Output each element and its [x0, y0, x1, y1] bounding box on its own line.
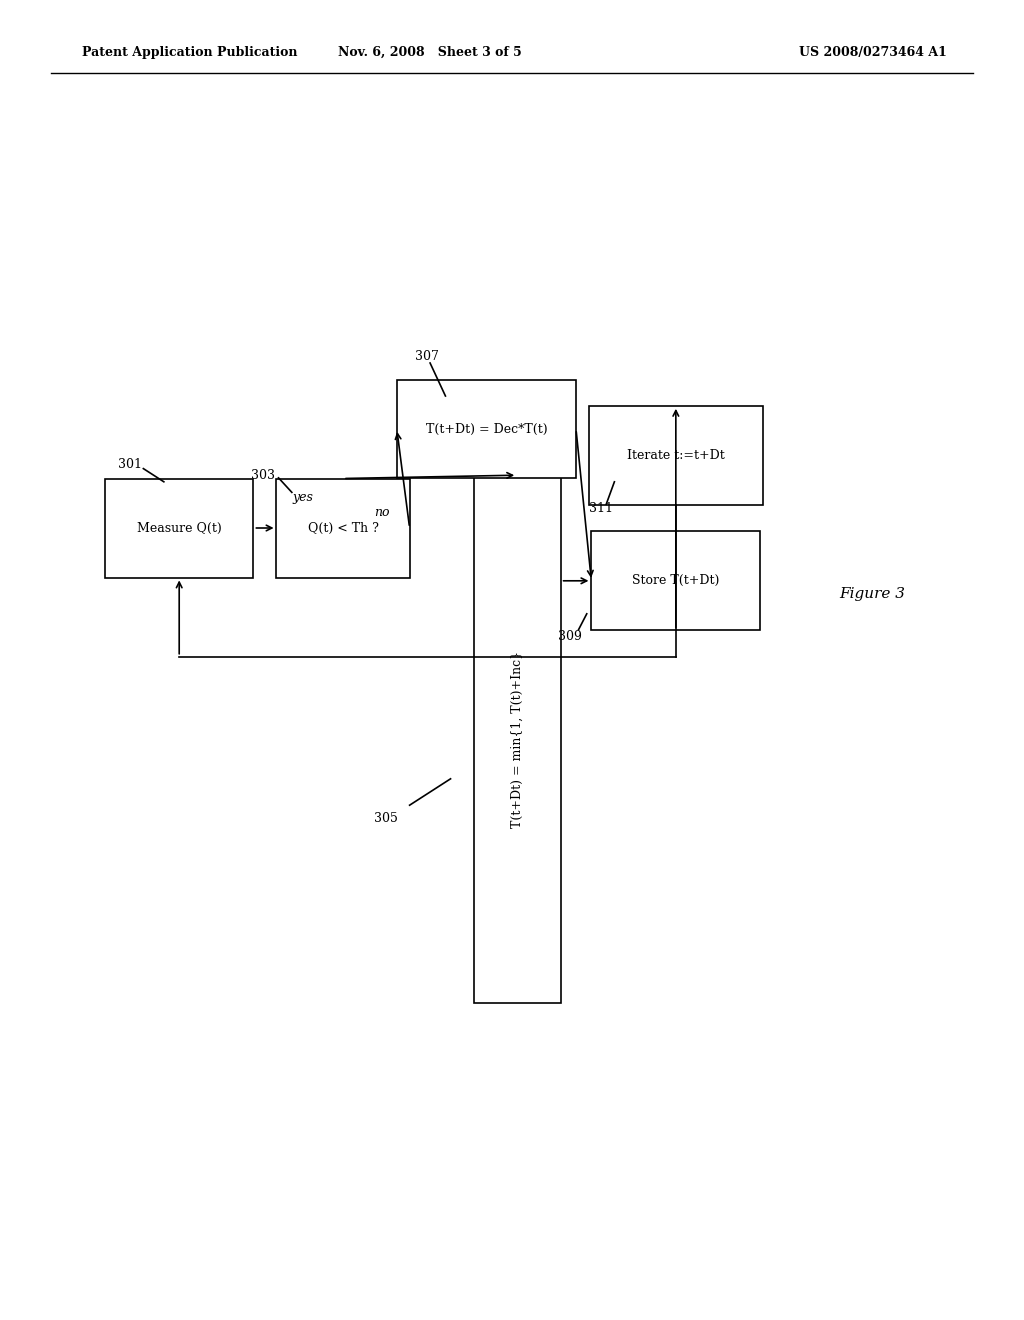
Text: 307: 307 — [415, 350, 438, 363]
FancyBboxPatch shape — [104, 479, 254, 578]
Text: 309: 309 — [558, 630, 582, 643]
FancyBboxPatch shape — [592, 531, 760, 630]
Text: 305: 305 — [374, 812, 397, 825]
Text: Store T(t+Dt): Store T(t+Dt) — [632, 574, 720, 587]
Text: US 2008/0273464 A1: US 2008/0273464 A1 — [799, 46, 946, 59]
Text: T(t+Dt) = Dec*T(t): T(t+Dt) = Dec*T(t) — [426, 422, 547, 436]
FancyBboxPatch shape — [589, 407, 763, 504]
Text: Q(t) < Th ?: Q(t) < Th ? — [307, 521, 379, 535]
Text: T(t+Dt) = min{1, T(t)+Inc}: T(t+Dt) = min{1, T(t)+Inc} — [511, 651, 523, 828]
Text: 303: 303 — [251, 469, 274, 482]
Text: yes: yes — [293, 491, 313, 504]
FancyBboxPatch shape — [276, 479, 410, 578]
Text: 301: 301 — [118, 458, 141, 471]
Text: 311: 311 — [589, 502, 612, 515]
Text: Patent Application Publication: Patent Application Publication — [82, 46, 297, 59]
Text: Iterate t:=t+Dt: Iterate t:=t+Dt — [627, 449, 725, 462]
Text: Figure 3: Figure 3 — [840, 587, 905, 601]
Text: Nov. 6, 2008   Sheet 3 of 5: Nov. 6, 2008 Sheet 3 of 5 — [338, 46, 522, 59]
FancyBboxPatch shape — [396, 380, 575, 478]
Text: Measure Q(t): Measure Q(t) — [137, 521, 221, 535]
FancyBboxPatch shape — [473, 475, 561, 1003]
Text: no: no — [374, 506, 389, 519]
